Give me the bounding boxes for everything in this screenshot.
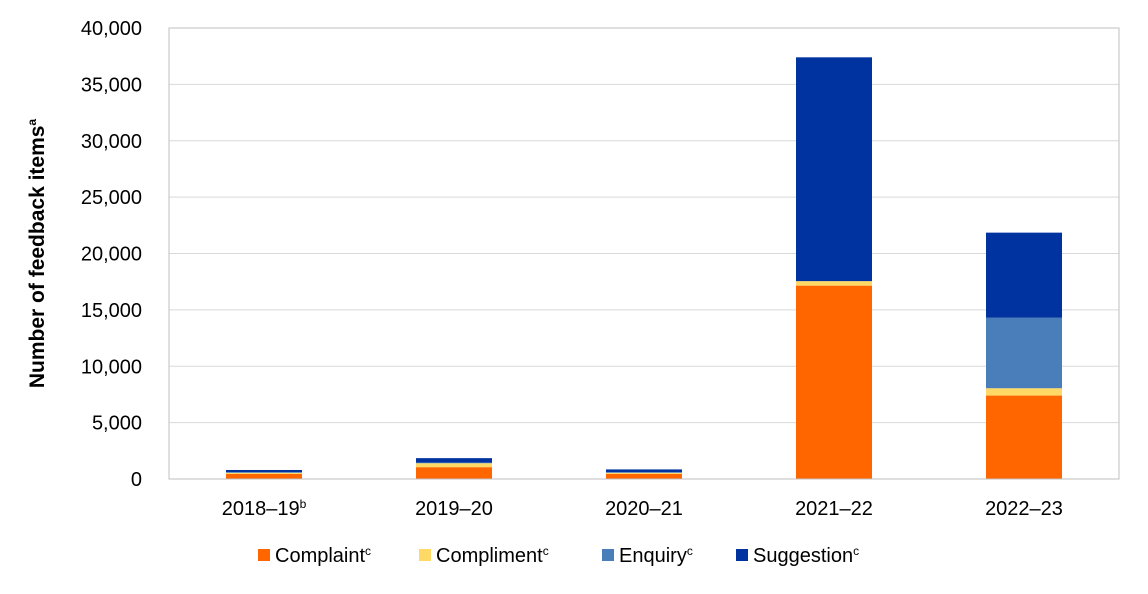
bar-segment-complaint <box>606 473 682 479</box>
x-tick-label: 2019–20 <box>415 498 493 520</box>
x-tick-labels: 2018–19b 2019–20 2020–21 2021–22 2022–23 <box>222 497 1063 520</box>
y-tick-label: 25,000 <box>81 187 142 209</box>
bar-segment-compliment <box>226 472 302 474</box>
x-tick-label: 2018–19b <box>222 497 307 520</box>
legend-label-suggestion: Suggestionc <box>753 544 859 567</box>
bar-segment-complaint <box>796 285 872 479</box>
bar-segment-suggestion <box>986 232 1062 318</box>
bar-segment-compliment <box>416 463 492 468</box>
bar-segment-suggestion <box>416 458 492 463</box>
bar-segment-suggestion <box>796 57 872 282</box>
y-tick-label: 20,000 <box>81 244 142 266</box>
y-tick-label: 15,000 <box>81 300 142 322</box>
y-tick-label: 5,000 <box>92 413 142 435</box>
bar-segment-enquiry <box>986 317 1062 389</box>
bar-segment-compliment <box>606 472 682 474</box>
bar-segment-compliment <box>796 281 872 286</box>
grid-layer <box>169 27 1119 424</box>
x-tick-label: 2020–21 <box>605 498 683 520</box>
legend-label-enquiry: Enquiryc <box>619 544 693 567</box>
bar-segment-suggestion <box>226 469 302 473</box>
legend-label-complaint: Complaintc <box>275 544 371 567</box>
legend: Complaintc Complimentc Enquiryc Suggestionc <box>258 544 859 567</box>
plot-area-border <box>168 27 1120 480</box>
bar-segment-enquiry <box>416 462 492 464</box>
bar-segment-suggestion <box>606 469 682 473</box>
y-tick-label: 10,000 <box>81 356 142 378</box>
y-tick-label: 30,000 <box>81 131 142 153</box>
bar-segment-enquiry <box>226 472 302 473</box>
y-tick-label: 35,000 <box>81 74 142 96</box>
x-tick-label: 2021–22 <box>795 498 873 520</box>
x-tick-label: 2022–23 <box>985 498 1063 520</box>
y-tick-labels: 0 5,000 10,000 15,000 20,000 25,000 30,000 35,0… <box>81 18 142 491</box>
y-axis-label: Number of feedback itemsa <box>25 119 49 389</box>
y-tick-label: 0 <box>131 469 142 491</box>
legend-swatch-suggestion <box>736 549 748 561</box>
bar-segment-compliment <box>986 388 1062 396</box>
legend-swatch-complaint <box>258 549 270 561</box>
bar-segment-complaint <box>986 395 1062 479</box>
legend-label-compliment: Complimentc <box>436 544 549 567</box>
bar-segment-complaint <box>416 467 492 479</box>
legend-swatch-compliment <box>419 549 431 561</box>
y-tick-label: 40,000 <box>81 18 142 40</box>
bar-layer <box>226 57 1062 479</box>
legend-swatch-enquiry <box>602 549 614 561</box>
bar-segment-enquiry <box>606 472 682 473</box>
bar-segment-complaint <box>226 473 302 479</box>
